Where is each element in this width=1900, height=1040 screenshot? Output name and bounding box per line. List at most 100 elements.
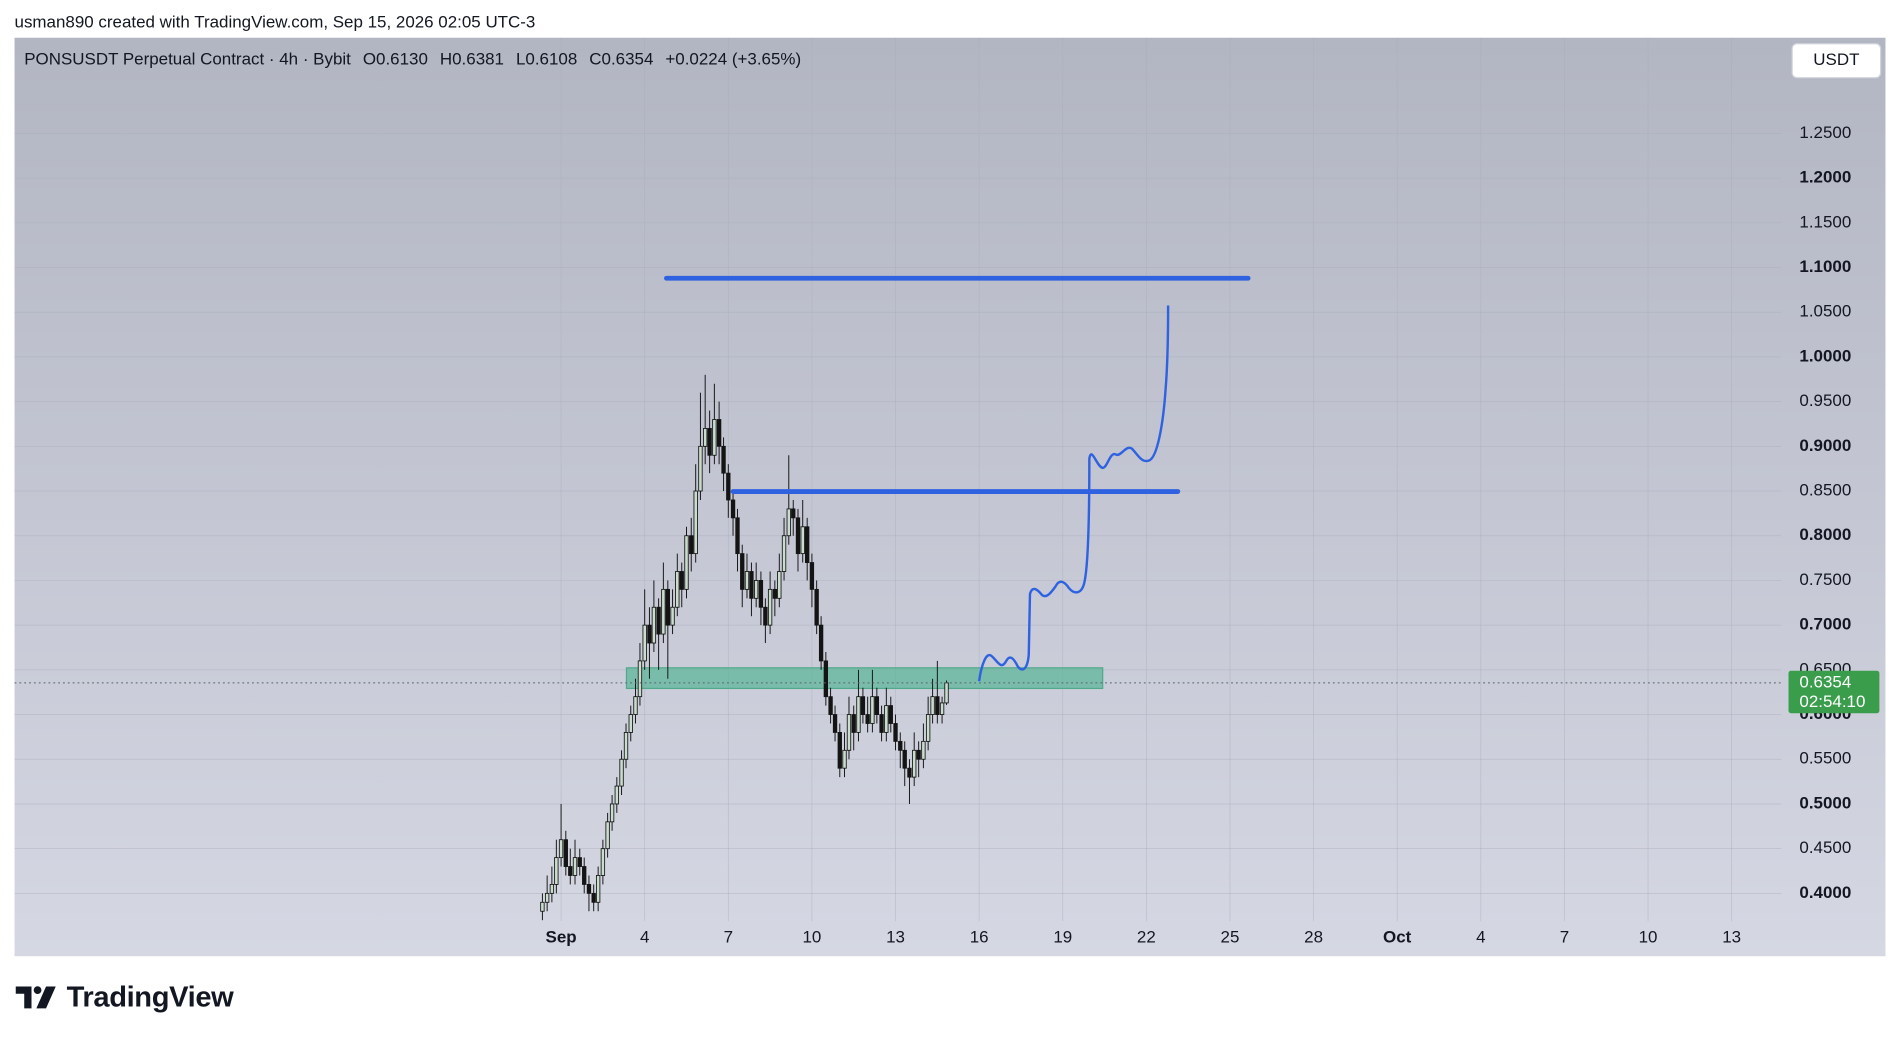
x-tick-label: 7 (724, 928, 733, 947)
x-tick-label: 22 (1137, 928, 1156, 947)
candle-body (879, 714, 884, 733)
candle-body (707, 428, 712, 456)
x-tick-label: 10 (802, 928, 821, 947)
candle-body (809, 562, 815, 590)
candle-body (595, 875, 601, 903)
candle-body (623, 732, 629, 760)
candle-body (791, 508, 796, 519)
candle-body (925, 714, 931, 742)
candle-body (930, 696, 935, 715)
x-tick-label: 16 (970, 928, 989, 947)
candle-body (754, 580, 759, 599)
candle-body (939, 702, 945, 715)
candle-body (763, 606, 768, 626)
candle-body (828, 696, 833, 715)
candle-body (944, 682, 949, 704)
currency-label[interactable]: USDT (1813, 50, 1859, 69)
candle-body (670, 606, 675, 626)
candle-body (851, 714, 856, 733)
candle-body (549, 884, 555, 894)
candles (540, 374, 949, 921)
chart-legend: PONSUSDT Perpetual Contract · 4h · Bybit… (24, 50, 801, 69)
candle-body (758, 580, 764, 608)
candle-body (912, 749, 917, 778)
candle-body (772, 588, 778, 599)
y-tick-label: 1.0500 (1799, 302, 1851, 321)
candle-body (689, 535, 694, 555)
x-tick-label: 10 (1639, 928, 1658, 947)
candle-body (698, 445, 703, 492)
candle-body (642, 624, 647, 662)
candle-body (935, 696, 940, 715)
candle-body (767, 588, 773, 626)
candle-body (744, 571, 750, 590)
y-tick-label: 1.2000 (1799, 168, 1851, 187)
candle-body (814, 588, 819, 626)
candle-body (684, 535, 689, 590)
candle-body (647, 624, 652, 644)
x-tick-label: 13 (1722, 928, 1741, 947)
candle-body (837, 732, 842, 769)
candle-body (693, 490, 698, 555)
y-tick-label: 1.0000 (1799, 346, 1851, 365)
candle-body (735, 517, 740, 555)
y-tick-label: 0.9000 (1799, 436, 1851, 455)
x-tick-label: 19 (1053, 928, 1072, 947)
candle-body (805, 526, 810, 563)
candle-body (554, 857, 559, 885)
candle-body (600, 848, 606, 876)
header-change: +0.0224 (+3.65%) (665, 50, 801, 69)
header-value: O0.6130 (363, 50, 428, 69)
symbol: PONSUSDT Perpetual Contract · 4h · Bybit (24, 50, 351, 69)
candle-body (675, 571, 680, 608)
candle-body (749, 571, 754, 599)
x-tick-label: 4 (640, 928, 649, 947)
candle-body (860, 696, 866, 715)
logo-mark (15, 986, 56, 1009)
candle-body (651, 606, 657, 644)
candle-body (609, 803, 615, 823)
candle-body (614, 785, 619, 805)
y-tick-label: 1.1000 (1799, 257, 1851, 276)
candle-body (865, 714, 870, 724)
candle-body (633, 696, 638, 715)
candle-body (832, 714, 838, 733)
candle-body (563, 839, 568, 867)
candle-body (665, 588, 670, 626)
candle-body (716, 419, 722, 447)
x-tick-label: 13 (886, 928, 905, 947)
candle-body (777, 571, 782, 599)
x-tick-label: Oct (1383, 928, 1412, 947)
candle-body (568, 866, 573, 876)
candle-body (823, 660, 829, 698)
x-tick-label: 28 (1304, 928, 1323, 947)
candle-body (898, 740, 903, 751)
last-price-box (1788, 670, 1880, 714)
candle-body (795, 517, 801, 555)
candle-body (577, 857, 582, 867)
candle-body (884, 705, 889, 733)
attribution: usman890 created with TradingView.com, S… (15, 13, 536, 32)
candle-body (572, 857, 578, 876)
candle-body (730, 499, 736, 519)
currency-button[interactable] (1791, 43, 1882, 79)
candle-body (740, 553, 745, 590)
logo: TradingView (15, 981, 235, 1013)
countdown-label: 02:54:10 (1799, 692, 1865, 711)
candle-body (712, 419, 717, 456)
x-tick-label: Sep (546, 928, 577, 947)
y-tick-label: 0.4000 (1799, 883, 1851, 902)
candle-body (628, 714, 633, 733)
candle-body (619, 758, 624, 787)
candle-body (656, 606, 661, 635)
candle-body (893, 723, 898, 742)
y-tick-label: 0.5000 (1799, 793, 1851, 812)
header-value: L0.6108 (516, 50, 577, 69)
last-price-label: 0.6354 (1799, 672, 1851, 691)
candle-body (605, 821, 610, 850)
y-tick-label: 0.5500 (1799, 749, 1851, 768)
candle-body (582, 866, 587, 885)
logo-dot (33, 986, 42, 995)
candle-body (856, 696, 861, 733)
projection-path (977, 305, 1170, 682)
